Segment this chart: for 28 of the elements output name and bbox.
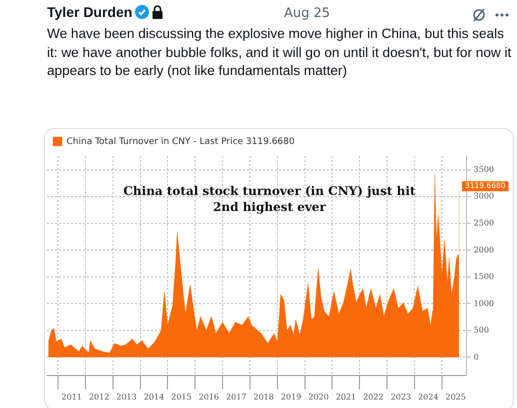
y-tick-label: 500 xyxy=(474,326,489,335)
text: China total stock turnover (in CNY) just hit 2nd highest ever xyxy=(123,184,416,214)
x-tick-label: 2020 xyxy=(308,392,329,402)
x-tick-label: 2019 xyxy=(280,392,302,402)
text: Aug 25 xyxy=(284,6,330,21)
x-tick-label: 2017 xyxy=(226,392,246,402)
x-tick-label: 2018 xyxy=(253,392,274,402)
x-tick-label: 2011 xyxy=(62,392,82,402)
y-tick-label: 1500 xyxy=(474,272,494,282)
y-tick-label: 2500 xyxy=(474,218,494,228)
text: We have been discussing the explosive move higher in China, but this seals it: we have another bubble folks, and it will go on until it doesn't, but for now it appears to be early (not like fundamentals matter) xyxy=(47,25,512,80)
x-tick-label: 2014 xyxy=(144,392,164,402)
y-tick-label: 1000 xyxy=(474,298,494,308)
y-tick-label: 0 xyxy=(474,352,479,362)
x-tick-label: 2022 xyxy=(363,392,384,402)
legend-label: China Total Turnover in CNY - Last Price 3119.6680 xyxy=(66,136,295,147)
x-tick-label: 2013 xyxy=(116,392,137,402)
x-tick-label: 2012 xyxy=(88,392,110,402)
x-tick-label: 2024 xyxy=(418,392,438,402)
y-tick-label: 2000 xyxy=(474,245,494,254)
y-tick-label: 3000 xyxy=(474,192,494,201)
x-tick-label: 2025 xyxy=(445,392,466,402)
text: Tyler Durden xyxy=(47,4,132,20)
x-tick-label: 2016 xyxy=(198,392,219,402)
x-tick-label: 2021 xyxy=(336,392,356,402)
x-tick-label: 2023 xyxy=(390,392,411,402)
x-tick-label: 2015 xyxy=(171,392,192,402)
y-tick-label: 3500 xyxy=(474,164,494,174)
